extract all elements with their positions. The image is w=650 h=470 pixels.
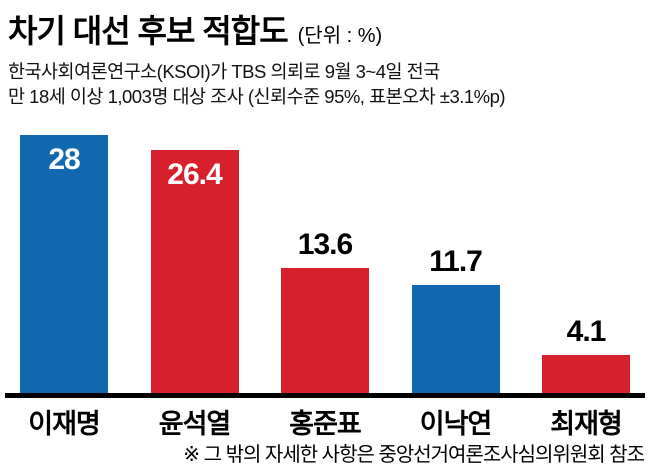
- category-label: 윤석열: [158, 409, 232, 439]
- bar-이재명: 28: [20, 135, 108, 393]
- page-title: 차기 대선 후보 적합도: [8, 13, 289, 49]
- bar-column: 4.1: [530, 315, 642, 393]
- category-label: 이재명: [28, 409, 101, 439]
- survey-description: 한국사회여론연구소(KSOI)가 TBS 의뢰로 9월 3~4일 전국 만 18…: [8, 60, 642, 110]
- bar-column: 11.7: [400, 245, 512, 393]
- bar-value-label: 11.7: [429, 245, 483, 278]
- axis-baseline: [5, 393, 645, 398]
- bar-value-label: 26.4: [167, 158, 222, 191]
- bar-column: 13.6: [269, 228, 381, 393]
- category-label: 이낙연: [419, 409, 493, 439]
- category-label: 홍준표: [289, 409, 362, 439]
- category-row: 이재명 윤석열 홍준표 이낙연 최재형: [8, 402, 642, 441]
- bar-이낙연: [411, 285, 500, 393]
- bar-value-label: 4.1: [566, 315, 607, 348]
- bar-column: 26.4: [139, 150, 251, 393]
- bar-plot: 28 26.4 13.6 11.7 4.1: [8, 128, 642, 393]
- survey-description-line1: 한국사회여론연구소(KSOI)가 TBS 의뢰로 9월 3~4일 전국: [8, 61, 440, 82]
- unit-label: (단위 : %): [297, 25, 383, 47]
- category-label: 최재형: [550, 409, 623, 439]
- bar-최재형: [542, 355, 630, 393]
- footnote: ※ 그 밖의 자세한 사항은 중앙선거여론조사심의위원회 참조: [183, 444, 645, 466]
- bar-value-label: 28: [48, 143, 80, 176]
- bar-윤석열: 26.4: [150, 150, 239, 393]
- bar-value-label: 13.6: [297, 228, 353, 261]
- survey-description-line2: 만 18세 이상 1,003명 대상 조사 (신뢰수준 95%, 표본오차 ±3…: [8, 85, 506, 107]
- bar-column: 28: [8, 135, 120, 393]
- bar-홍준표: [281, 268, 369, 393]
- header: 차기 대선 후보 적합도 (단위 : %): [8, 6, 642, 52]
